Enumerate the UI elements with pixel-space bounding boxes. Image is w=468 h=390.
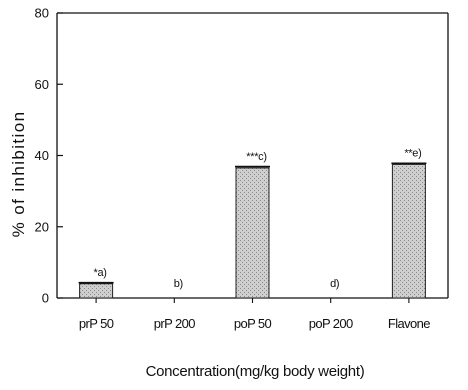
- y-tick-label: 60: [35, 77, 49, 92]
- bar-annotation: **e): [404, 147, 421, 159]
- y-axis-ticks: 0 20 40 60 80: [35, 6, 63, 306]
- bar-4: [391, 163, 426, 299]
- bar-annotation: d): [330, 278, 339, 290]
- category-label: poP 200: [309, 316, 353, 331]
- x-axis-ticks: [95, 298, 410, 303]
- x-axis-label: Concentration(mg/kg body weight): [146, 363, 365, 380]
- bar-annotations: *a) b) ***c) d) **e): [94, 147, 422, 290]
- bar-0: [79, 283, 114, 299]
- bar-2: [235, 167, 270, 299]
- y-tick-label: 0: [42, 291, 49, 306]
- category-label: prP 50: [79, 316, 114, 331]
- category-label: prP 200: [154, 316, 195, 331]
- y-axis-label: % of inhibition: [9, 111, 28, 238]
- bar-annotation: b): [174, 278, 183, 290]
- category-label: poP 50: [234, 316, 272, 331]
- y-tick-label: 20: [35, 219, 49, 234]
- y-tick-label: 80: [35, 6, 49, 21]
- y-tick-label: 40: [35, 148, 49, 163]
- bar-annotation: ***c): [246, 151, 267, 163]
- category-labels: prP 50 prP 200 poP 50 poP 200 Flavone: [79, 316, 431, 331]
- category-label: Flavone: [388, 316, 430, 331]
- bar-annotation: *a): [94, 267, 107, 279]
- bars: [78, 162, 427, 299]
